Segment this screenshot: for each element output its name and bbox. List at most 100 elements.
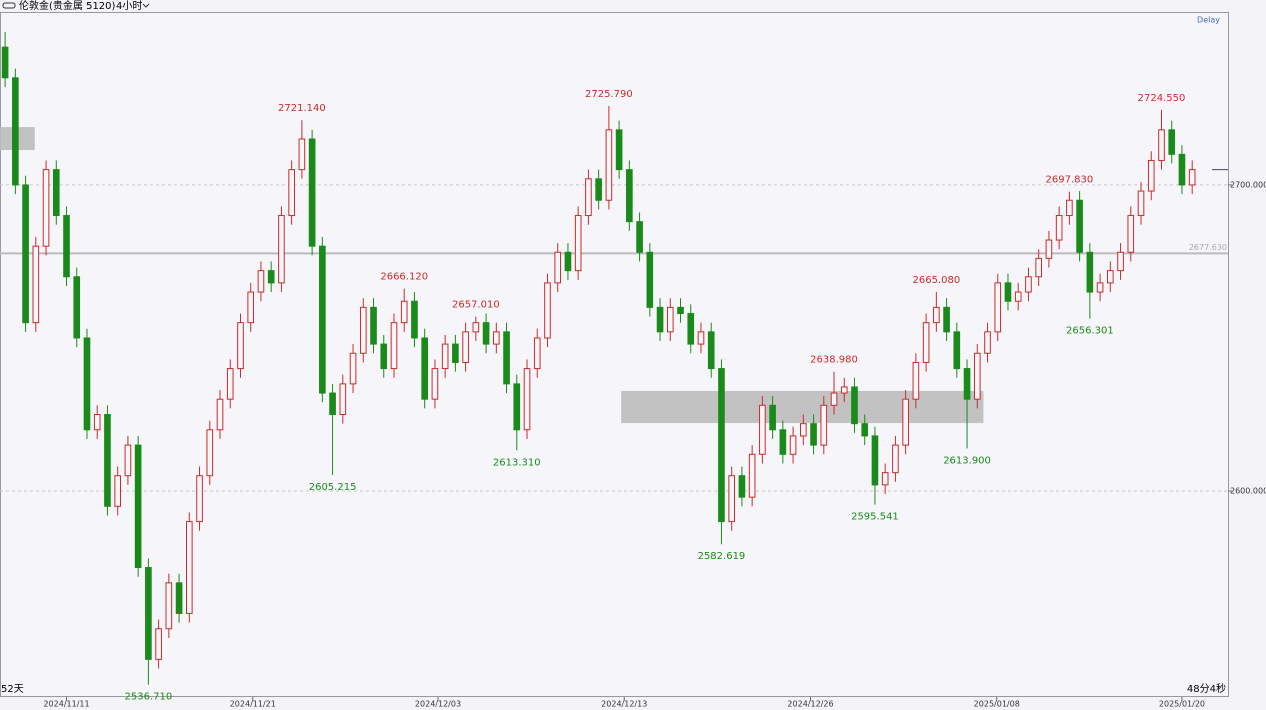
extreme-label: 2721.140: [278, 103, 326, 114]
candle-body: [73, 276, 81, 339]
candle-body: [912, 361, 920, 400]
candle-body: [707, 331, 715, 370]
candle-body: [615, 129, 623, 171]
candle-body: [728, 475, 735, 523]
extreme-label: 2582.619: [698, 551, 746, 562]
extreme-label: 2613.310: [493, 457, 541, 468]
candle-body: [1158, 129, 1165, 161]
candle-body: [380, 343, 388, 370]
candle-body: [278, 215, 285, 284]
candle-body: [1168, 129, 1176, 155]
extreme-label: 2665.080: [912, 275, 960, 286]
candle-body: [390, 322, 398, 370]
candle-body: [155, 628, 162, 660]
candle-body: [329, 392, 336, 415]
x-tick-label: 2024/12/26: [787, 700, 833, 709]
candle-body: [186, 521, 193, 614]
extreme-label: 2536.710: [125, 692, 173, 703]
symbol-label[interactable]: 伦敦金(贵金属 5120): [19, 0, 116, 12]
y-tick-label: 2600.000: [1230, 487, 1266, 496]
candle-body: [400, 300, 408, 324]
candle-body: [1188, 169, 1196, 186]
candle-body: [63, 215, 70, 278]
delay-label: Delay: [1197, 16, 1220, 25]
candle-body: [216, 398, 224, 431]
candle-body: [666, 306, 674, 333]
candle-body: [748, 453, 756, 498]
candle-body: [963, 368, 971, 400]
candle-body: [656, 306, 664, 333]
candle-body: [1045, 239, 1053, 259]
candle-body: [1066, 199, 1073, 217]
candle-body: [697, 331, 705, 345]
extreme-label: 2613.900: [943, 455, 991, 466]
candle-body: [359, 306, 367, 354]
candle-body: [349, 352, 357, 385]
candle-body: [472, 322, 480, 333]
candle-body: [370, 306, 377, 345]
candle-body: [574, 215, 582, 272]
candle-body: [871, 435, 879, 486]
period-label[interactable]: 4小时: [116, 0, 142, 12]
candle-body: [554, 251, 562, 284]
candle-body: [493, 331, 500, 345]
x-tick-label: 2024/11/21: [230, 700, 276, 709]
candle-body: [759, 404, 766, 455]
extreme-label: 2697.830: [1046, 175, 1094, 186]
candle-body: [513, 383, 521, 431]
candle-body: [830, 392, 838, 406]
candle-body: [953, 331, 961, 370]
candle-body: [1137, 190, 1145, 217]
candle-body: [861, 423, 869, 437]
candle-body: [124, 444, 132, 477]
candle-body: [431, 368, 439, 400]
candle-body: [973, 352, 981, 400]
candle-body: [482, 322, 490, 345]
candle-body: [339, 383, 347, 415]
candle-body: [810, 423, 817, 446]
extreme-label: 2666.120: [380, 272, 428, 283]
candle-body: [840, 386, 848, 394]
plot-frame: [0, 12, 1229, 697]
candle-body: [984, 331, 991, 354]
candle-body: [32, 245, 40, 324]
candle-body: [677, 306, 684, 314]
candle-body: [881, 472, 889, 486]
extreme-label: 2725.790: [585, 89, 633, 100]
candle-body: [237, 322, 244, 370]
x-tick-label: 2024/12/13: [601, 700, 647, 709]
candle-body: [1, 46, 9, 79]
candle-body: [820, 404, 828, 446]
candle-body: [206, 429, 214, 477]
candle-body: [922, 322, 930, 363]
candle-body: [1086, 251, 1094, 293]
candle-body: [462, 331, 469, 363]
candle-body: [22, 184, 29, 324]
candle-body: [145, 567, 152, 660]
extreme-label: 2657.010: [452, 300, 500, 311]
candle-body: [585, 178, 592, 217]
candle-body: [523, 368, 531, 431]
candle-body: [605, 129, 613, 201]
candle-body: [12, 77, 19, 186]
candle-body: [626, 169, 633, 223]
candle-body: [1004, 282, 1012, 302]
extreme-label: 2595.541: [851, 512, 899, 523]
candle-body: [902, 398, 909, 446]
dropdown-arrow: [142, 3, 150, 8]
candle-body: [226, 368, 234, 400]
candle-body: [503, 331, 510, 385]
candle-body: [646, 251, 654, 308]
candle-body: [298, 138, 306, 171]
candle-body: [441, 343, 449, 370]
candle-body: [1107, 270, 1114, 284]
candle-body: [933, 306, 940, 324]
candle-body: [1035, 257, 1042, 278]
candle-body: [851, 386, 858, 425]
toolbar[interactable]: 伦敦金(贵金属 5120) 4小时: [2, 0, 150, 12]
candle-body: [1178, 153, 1186, 186]
candle-body: [800, 423, 807, 437]
candle-body: [308, 138, 316, 247]
candle-body: [134, 444, 142, 569]
